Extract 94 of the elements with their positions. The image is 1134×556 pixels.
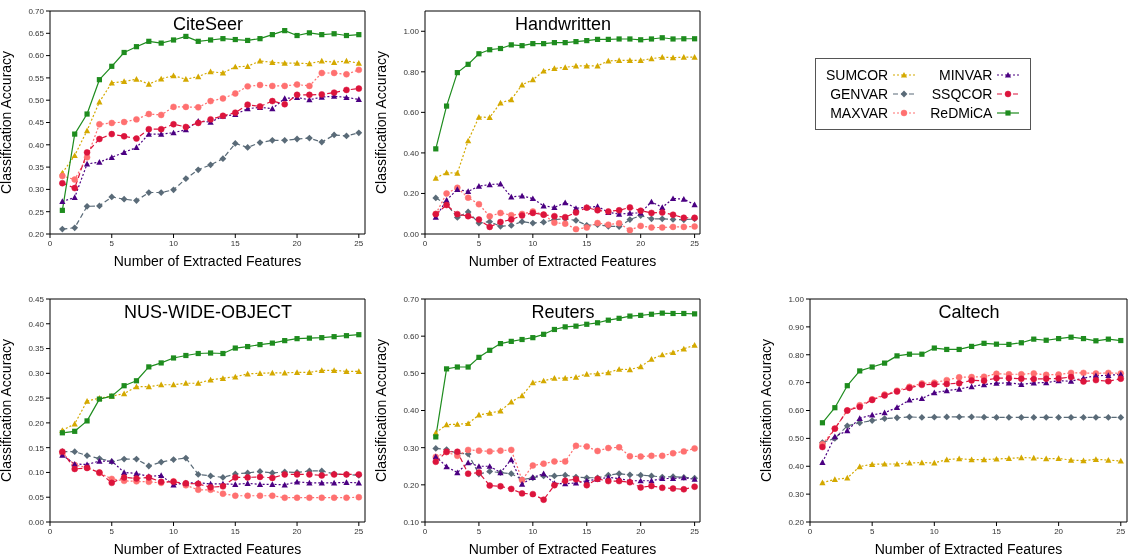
x-tick-label: 5 [476,526,482,536]
legend-label: ReDMiCA [930,105,993,121]
x-tick-label: 15 [582,238,592,248]
x-axis-title: Number of Extracted Features [113,541,302,556]
legend-label: SUMCOR [826,67,889,83]
y-tick-label: 0.60 [788,406,805,416]
y-tick-label: 0.35 [28,162,45,172]
x-tick-label: 5 [869,526,875,536]
x-tick-label: 25 [354,526,364,536]
y-axis-title: Classification Accuracy [372,50,389,195]
y-tick-label: 0.35 [28,344,45,354]
y-tick-label: 0.80 [403,67,420,77]
x-tick-label: 20 [292,526,303,536]
x-tick-label: 20 [292,238,303,248]
x-tick-label: 10 [929,526,940,536]
x-axis-title: Number of Extracted Features [113,253,302,269]
x-tick-label: 25 [354,238,364,248]
chart-title: Caltech [938,302,1000,322]
y-tick-label: 0.30 [28,369,45,379]
y-axis-title: Classification Accuracy [372,338,389,483]
x-tick-label: 10 [528,238,538,248]
x-tick-label: 15 [230,526,241,536]
y-axis-title: Classification Accuracy [0,338,14,483]
x-tick-label: 5 [476,238,482,248]
chart-title: NUS-WIDE-OBJECT [124,302,292,322]
chart-title: CiteSeer [172,14,244,34]
y-tick-label: 0.30 [403,443,420,453]
y-tick-label: 0.30 [28,185,45,195]
y-tick-label: 0.55 [28,73,45,83]
x-axis-title: Number of Extracted Features [468,541,657,556]
y-tick-label: 0.40 [28,319,45,329]
y-tick-label: 0.65 [28,29,45,39]
y-axis-title: Classification Accuracy [0,50,14,195]
x-tick-label: 5 [109,238,115,248]
x-tick-label: 10 [169,526,179,536]
x-tick-label: 20 [636,526,646,536]
x-tick-label: 20 [636,238,646,248]
y-tick-label: 0.10 [28,468,45,478]
y-tick-label: 0.25 [28,207,45,217]
y-tick-label: 0.20 [403,189,420,199]
y-tick-label: 0.25 [28,393,45,403]
y-tick-label: 0.60 [403,108,420,118]
chart-title: Reuters [531,302,595,322]
x-tick-label: 0 [422,526,428,536]
y-tick-label: 0.20 [403,480,420,490]
y-tick-label: 0.50 [788,434,805,444]
y-tick-label: 0.40 [788,462,805,472]
y-tick-label: 0.30 [788,489,805,499]
y-tick-label: 0.50 [28,96,45,106]
x-tick-label: 10 [528,526,538,536]
x-tick-label: 25 [690,238,700,248]
y-tick-label: 0.10 [403,517,420,527]
x-axis-title: Number of Extracted Features [468,253,657,269]
legend-label: GENVAR [830,86,889,102]
x-tick-label: 25 [690,526,700,536]
y-tick-label: 0.90 [788,322,805,332]
y-tick-label: 0.45 [28,294,45,304]
y-tick-label: 1.00 [403,27,420,37]
y-tick-label: 0.40 [403,406,420,416]
x-tick-label: 0 [807,526,813,536]
y-tick-label: 0.50 [403,369,420,379]
legend-label: MAXVAR [830,105,889,121]
x-tick-label: 25 [1116,526,1126,536]
y-tick-label: 0.40 [403,148,420,158]
x-tick-label: 5 [109,526,115,536]
y-tick-label: 0.80 [788,350,805,360]
y-tick-label: 0.60 [28,51,45,61]
x-tick-label: 0 [47,526,53,536]
y-tick-label: 0.00 [403,229,420,239]
y-tick-label: 0.45 [28,118,45,128]
y-tick-label: 0.00 [28,517,45,527]
y-tick-label: 0.15 [28,443,45,453]
y-axis-title: Classification Accuracy [757,338,774,483]
y-tick-label: 1.00 [788,294,805,304]
chart-title: Handwritten [514,14,612,34]
x-tick-label: 20 [1054,526,1064,536]
y-tick-label: 0.60 [403,332,420,342]
legend-label: SSQCOR [931,86,993,102]
x-tick-label: 0 [422,238,428,248]
x-tick-label: 0 [47,238,53,248]
x-axis-title: Number of Extracted Features [874,541,1063,556]
y-tick-label: 0.40 [28,140,45,150]
y-tick-label: 0.70 [403,294,420,304]
x-tick-label: 15 [230,238,241,248]
y-tick-label: 0.70 [788,378,805,388]
y-tick-label: 0.20 [28,229,45,239]
y-tick-label: 0.20 [28,418,45,428]
y-tick-label: 0.20 [788,517,805,527]
y-tick-label: 0.05 [28,493,45,503]
legend-label: MINVAR [939,67,993,83]
x-tick-label: 15 [992,526,1002,536]
y-tick-label: 0.70 [28,6,45,16]
x-tick-label: 15 [582,526,592,536]
x-tick-label: 10 [169,238,179,248]
